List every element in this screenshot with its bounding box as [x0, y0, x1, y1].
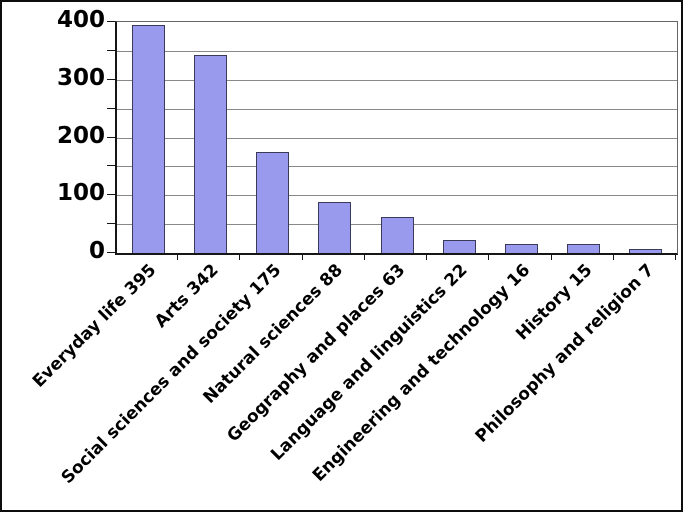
gridline-350 [117, 50, 677, 52]
bar-everyday-life [132, 25, 165, 253]
x-axis-tick-2 [239, 254, 241, 260]
y-axis-tick-50 [107, 223, 115, 225]
y-axis-tick-150 [107, 165, 115, 167]
y-axis-tick-100 [107, 194, 115, 196]
gridline-250 [117, 108, 677, 110]
x-axis-tick-4 [363, 254, 365, 260]
y-axis-label-300: 300 [56, 64, 105, 91]
y-axis-tick-0 [107, 252, 115, 253]
bar-engineering-and-technology [505, 244, 538, 253]
x-axis-tick-1 [177, 254, 179, 260]
bar-social-sciences-and-society [256, 152, 289, 253]
gridline-100 [117, 195, 677, 197]
x-axis-tick-8 [612, 254, 614, 260]
gridline-200 [117, 137, 677, 139]
y-axis-tick-300 [107, 78, 115, 80]
gridline-150 [117, 166, 677, 168]
bar-language-and-linguistics [443, 240, 476, 253]
y-axis-label-100: 100 [56, 180, 105, 207]
bar-geography-and-places [381, 217, 414, 253]
y-axis-tick-350 [107, 49, 115, 51]
gridline-300 [117, 79, 677, 81]
x-axis-tick-9 [675, 254, 676, 260]
bar-natural-sciences [318, 202, 351, 253]
bar-philosophy-and-religion [629, 249, 662, 253]
y-axis-label-200: 200 [56, 122, 105, 149]
x-axis-tick-3 [301, 254, 303, 260]
x-axis-label-everyday-life: Everyday life 395 [29, 260, 161, 392]
bar-arts [194, 55, 227, 253]
y-axis-label-400: 400 [56, 7, 105, 33]
y-axis-tick-200 [107, 136, 115, 138]
plot-area [115, 21, 678, 255]
x-axis-tick-5 [426, 254, 428, 260]
x-axis-tick-6 [488, 254, 490, 260]
bar-history [567, 244, 600, 253]
x-axis-tick-7 [550, 254, 552, 260]
y-axis-label-0: 0 [88, 238, 105, 264]
y-axis-tick-250 [107, 107, 115, 109]
x-axis-label-social-sciences-and-society: Social sciences and society 175 [57, 260, 285, 488]
y-axis-tick-400 [107, 21, 115, 22]
